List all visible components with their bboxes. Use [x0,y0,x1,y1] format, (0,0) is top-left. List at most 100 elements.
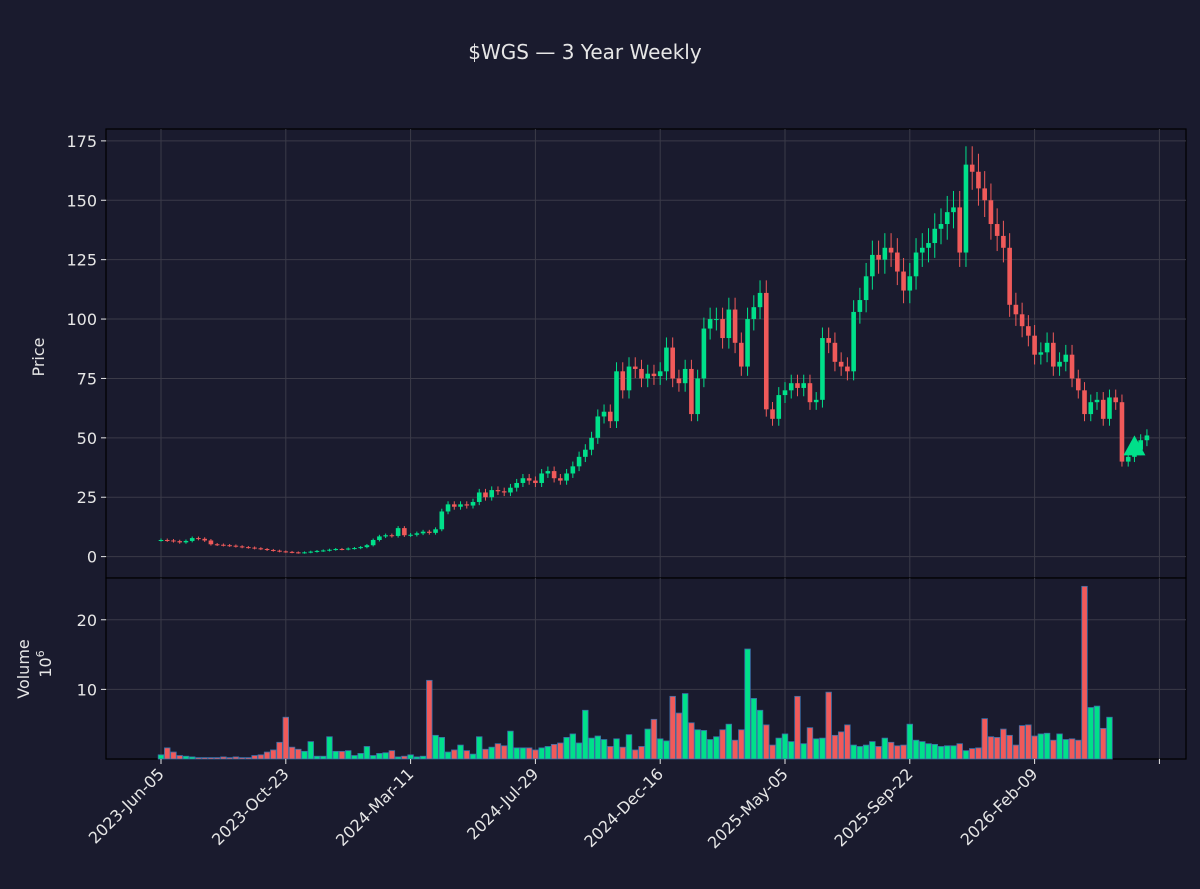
candle-body [876,254,881,260]
candle-body [1082,390,1087,415]
volume-bar [775,737,782,760]
volume-bar [850,744,857,760]
candle-body [158,539,164,541]
volume-bar [663,740,670,760]
volume-bar [532,749,539,760]
volume-bar [794,695,801,760]
candle-body [395,528,401,536]
candle-body [1057,361,1062,367]
candle-body [427,531,432,533]
candle-body [576,456,582,467]
candle-body [495,490,501,492]
candle-body [757,292,763,308]
volume-bar [582,709,589,760]
candle-body [508,487,513,493]
candle-body [664,347,669,372]
volume-bar [706,739,714,760]
candle-body [414,533,420,535]
volume-bar [525,747,533,760]
candle-body [601,411,607,417]
volume-bar [1106,716,1113,760]
volume-bar [232,756,240,760]
candle-body [751,307,757,320]
volume-bar [825,691,832,760]
candle-body [732,309,738,343]
candle-body [476,492,482,502]
candle-body [651,373,657,377]
candle-body [695,378,700,415]
volume-bar [1050,739,1057,760]
volume-bar [476,736,483,760]
volume-bar [688,722,695,760]
volume-bar [600,739,608,760]
candle-body [558,478,563,481]
volume-bar [538,747,545,760]
candle-body [589,437,594,450]
volume-bar [657,738,664,760]
volume-bar [569,733,577,760]
volume-bar [969,748,976,760]
candle-body [221,544,226,546]
candle-body [283,551,289,553]
volume-bar [625,734,633,760]
candle-body [258,548,264,550]
candle-body [458,504,463,507]
volume-bar [338,750,346,760]
volume-bar [157,754,165,760]
candle-body [851,311,856,372]
volume-bar [1012,744,1020,760]
candle-body [539,473,544,483]
volume-bar [295,748,302,760]
volume-bar [937,746,945,760]
candle-body [788,383,794,391]
candle-body [913,252,919,277]
volume-bar [313,755,321,760]
volume-multiplier: 106 [34,650,55,677]
volume-bar [1025,724,1032,760]
volume-bar [931,743,938,760]
candle-body [252,547,257,549]
volume-bar [607,746,614,760]
candle-body [689,368,694,415]
price-y-tick-label: 100 [66,310,97,329]
candle-body [196,538,201,540]
candle-body [308,551,314,553]
volume-bar [738,729,745,760]
volume-bar [837,731,845,760]
candles [158,146,1150,554]
volume-bar [494,743,502,760]
candle-body [676,378,682,384]
candle-body [870,254,875,277]
volume-bar [588,737,595,760]
candle-body [295,552,301,554]
volume-bar [781,733,789,760]
volume-bar [432,734,439,760]
candle-body [370,539,376,546]
candle-body [813,399,819,403]
price-panel-frame [105,128,1187,579]
volume-bar [1062,739,1069,760]
volume-bar [713,736,720,760]
volume-bar [488,746,495,760]
candle-body [832,342,838,362]
candle-body [526,478,532,481]
candle-body [857,300,863,312]
volume-bar [881,737,889,760]
candle-body [726,309,732,339]
volume-bar [1100,727,1107,760]
candle-body [289,551,295,553]
volume-bar [987,736,995,760]
volume-bar [469,753,477,760]
price-y-tick-label: 125 [66,251,97,270]
candle-body [1038,352,1044,355]
volume-bar [500,745,508,760]
candle-body [208,540,214,545]
price-y-tick-label: 175 [66,132,97,151]
volume-bar [213,757,221,760]
candle-body [564,473,569,481]
volume-bar [1075,739,1082,760]
volume-bar [563,737,570,760]
volume-bar [482,748,489,760]
volume-bar [357,753,364,760]
candle-body [882,247,888,260]
